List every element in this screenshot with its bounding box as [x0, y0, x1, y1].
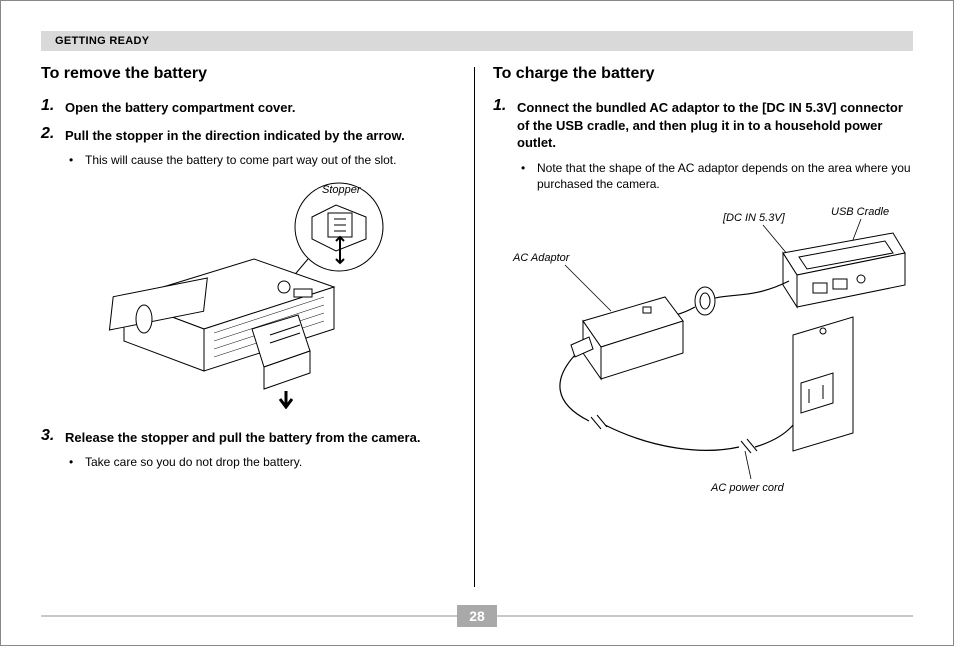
right-step-1-text: Connect the bundled AC adaptor to the [D… [517, 97, 913, 152]
stopper-label: Stopper [322, 184, 362, 196]
step-2-note-text: This will cause the battery to come part… [85, 152, 396, 169]
ac-adaptor-illustration: [DC IN 5.3V] USB Cradle AC Adaptor AC po… [493, 203, 913, 503]
section-header-text: GETTING READY [55, 35, 149, 47]
bullet-dot-icon: • [69, 152, 77, 169]
right-step-1-note-text: Note that the shape of the AC adaptor de… [537, 160, 913, 194]
step-3: 3. Release the stopper and pull the batt… [41, 427, 456, 447]
bullet-dot-icon: • [69, 454, 77, 471]
usb-cradle-label: USB Cradle [831, 206, 889, 218]
step-3-number: 3. [41, 427, 59, 447]
right-step-1: 1. Connect the bundled AC adaptor to the… [493, 97, 913, 152]
footer-line-left [41, 615, 457, 617]
step-3-text: Release the stopper and pull the battery… [65, 427, 420, 447]
content-columns: To remove the battery 1. Open the batter… [41, 65, 913, 595]
right-step-1-number: 1. [493, 97, 511, 152]
step-2-note: • This will cause the battery to come pa… [69, 152, 456, 169]
dc-in-label: [DC IN 5.3V] [722, 212, 786, 224]
right-heading: To charge the battery [493, 65, 913, 83]
step-1: 1. Open the battery compartment cover. [41, 97, 456, 117]
step-3-note: • Take care so you do not drop the batte… [69, 454, 456, 471]
footer-line-right [497, 615, 913, 617]
step-1-number: 1. [41, 97, 59, 117]
figure-camera-battery: Stopper [41, 179, 456, 409]
ac-cord-label: AC power cord [710, 482, 785, 494]
bullet-dot-icon: • [521, 160, 529, 194]
manual-page: GETTING READY To remove the battery 1. O… [0, 0, 954, 646]
page-number: 28 [457, 605, 497, 627]
page-footer: 28 [41, 605, 913, 627]
right-step-1-note: • Note that the shape of the AC adaptor … [521, 160, 913, 194]
ac-adaptor-label: AC Adaptor [512, 252, 571, 264]
left-heading: To remove the battery [41, 65, 456, 83]
step-2-text: Pull the stopper in the direction indica… [65, 125, 405, 145]
step-3-note-text: Take care so you do not drop the battery… [85, 454, 302, 471]
figure-ac-adaptor: [DC IN 5.3V] USB Cradle AC Adaptor AC po… [493, 203, 913, 503]
left-column: To remove the battery 1. Open the batter… [41, 65, 474, 595]
right-column: To charge the battery 1. Connect the bun… [475, 65, 913, 595]
section-header-bar: GETTING READY [41, 31, 913, 51]
camera-battery-illustration: Stopper [84, 179, 414, 409]
footer-bar: 28 [41, 605, 913, 627]
step-2: 2. Pull the stopper in the direction ind… [41, 125, 456, 145]
step-2-number: 2. [41, 125, 59, 145]
step-1-text: Open the battery compartment cover. [65, 97, 295, 117]
